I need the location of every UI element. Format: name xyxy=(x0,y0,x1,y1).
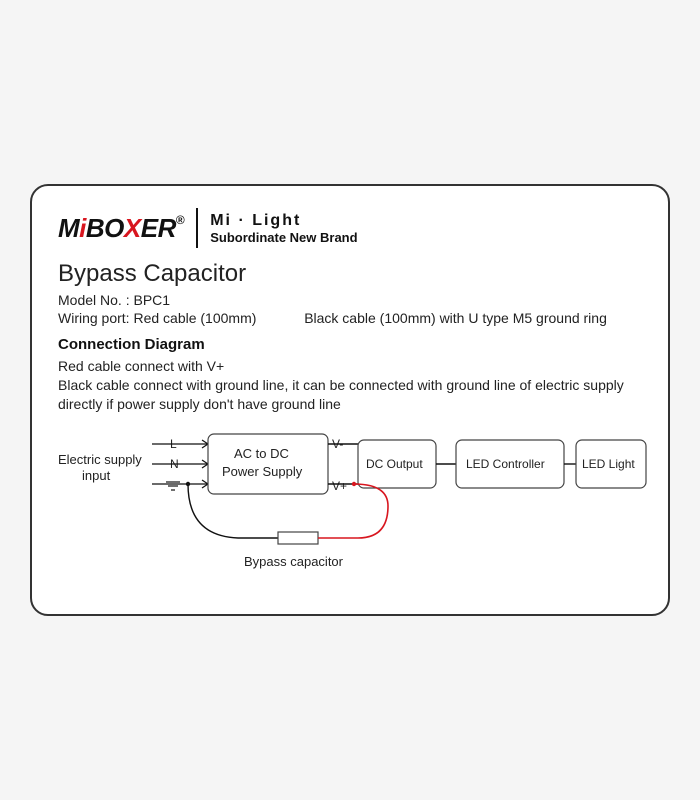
vplus-label: V+ xyxy=(332,479,347,493)
product-title: Bypass Capacitor xyxy=(58,260,642,288)
ledlight-text: LED Light xyxy=(582,457,635,471)
bypass-red-wire xyxy=(318,484,388,538)
spec-card: MiBOXER® Mi · Light Subordinate New Bran… xyxy=(30,184,670,616)
dcout-text: DC Output xyxy=(366,457,423,471)
tagline-line2: Subordinate New Brand xyxy=(210,230,357,245)
connection-diagram: Electric supply input L N AC xyxy=(58,426,648,586)
psu-text: Power Supply xyxy=(222,464,303,479)
registered-mark: ® xyxy=(176,213,184,227)
psu-text: AC to DC xyxy=(234,446,289,461)
model-label: Model No. : xyxy=(58,292,130,308)
logo-part-red: X xyxy=(124,213,141,243)
input-wires xyxy=(152,440,208,488)
diagram-svg: Electric supply input L N AC xyxy=(58,426,648,586)
wiring-red: Red cable (100mm) xyxy=(133,310,256,326)
tagline-line1: Mi · Light xyxy=(210,212,357,230)
wiring-label: Wiring port: xyxy=(58,310,130,326)
logo-part-red: i xyxy=(79,213,86,243)
logo-part: BO xyxy=(86,213,124,243)
vertical-divider xyxy=(196,208,198,248)
description: Red cable connect with V+ Black cable co… xyxy=(58,357,642,414)
model-value: BPC1 xyxy=(133,292,170,308)
model-row: Model No. : BPC1 xyxy=(58,292,642,308)
logo-part: M xyxy=(58,213,79,243)
wiring-black: Black cable (100mm) with U type M5 groun… xyxy=(304,310,607,326)
brand-logo: MiBOXER® xyxy=(58,213,184,244)
bypass-label: Bypass capacitor xyxy=(244,554,344,569)
tap-node xyxy=(186,482,190,486)
header: MiBOXER® Mi · Light Subordinate New Bran… xyxy=(58,208,642,248)
ground-icon xyxy=(166,482,180,490)
section-heading: Connection Diagram xyxy=(58,336,642,353)
supply-label: input xyxy=(82,468,111,483)
logo-part: ER xyxy=(141,213,176,243)
desc-line: Red cable connect with V+ xyxy=(58,357,642,376)
controller-text: LED Controller xyxy=(466,457,545,471)
supply-label: Electric supply xyxy=(58,452,142,467)
tap-node-red xyxy=(352,482,356,486)
capacitor-icon xyxy=(278,532,318,544)
desc-line: Black cable connect with ground line, it… xyxy=(58,376,642,414)
brand-tagline: Mi · Light Subordinate New Brand xyxy=(210,212,357,245)
wiring-row: Wiring port: Red cable (100mm) Black cab… xyxy=(58,310,642,326)
